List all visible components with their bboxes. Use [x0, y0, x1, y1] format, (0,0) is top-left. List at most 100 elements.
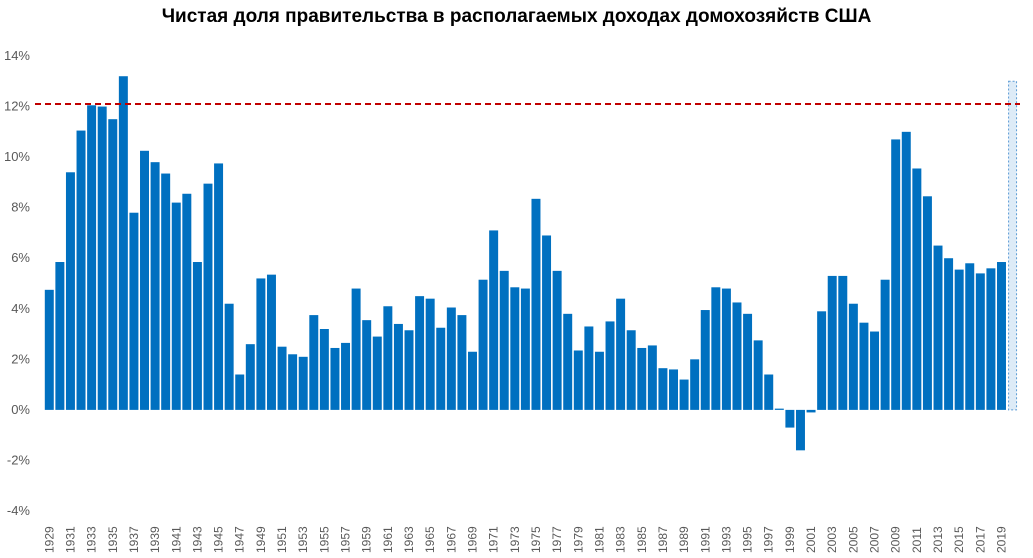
bar [637, 347, 647, 410]
x-tick-label: 1997 [762, 526, 776, 553]
x-tick-label: 2007 [868, 526, 882, 553]
x-tick-label: 1979 [571, 526, 585, 553]
y-tick-label: 12% [4, 99, 30, 114]
x-axis: 1929 1931 1933 1935 1937 1939 1941 1943 1945 1947… [42, 526, 1008, 553]
y-tick-label: 8% [11, 200, 30, 215]
bar [944, 258, 954, 410]
bar [859, 322, 869, 410]
bar [214, 163, 224, 410]
bar [309, 315, 319, 410]
x-tick-label: 1935 [106, 526, 120, 553]
bar [436, 327, 446, 410]
bar [404, 330, 414, 410]
bar [975, 273, 985, 410]
x-tick-label: 1939 [148, 526, 162, 553]
x-tick-label: 1983 [614, 526, 628, 553]
x-tick-label: 1959 [360, 526, 374, 553]
y-tick-label: -2% [7, 452, 31, 467]
bar [965, 263, 975, 410]
bar [594, 351, 604, 410]
x-tick-label: 1999 [783, 526, 797, 553]
bar [457, 315, 467, 410]
highlight-bar [1008, 80, 1018, 411]
bar [997, 262, 1006, 410]
bar [827, 275, 837, 410]
bar [732, 302, 742, 410]
x-tick-label: 1963 [402, 526, 416, 553]
x-tick-label: 1973 [508, 526, 522, 553]
x-tick-label: 1957 [339, 526, 353, 553]
x-tick-label: 1993 [719, 526, 733, 553]
y-tick-label: 0% [11, 402, 30, 417]
x-tick-label: 1945 [212, 526, 226, 553]
bar [478, 279, 488, 410]
x-tick-label: 1965 [423, 526, 437, 553]
x-tick-label: 1951 [275, 526, 289, 553]
bar [563, 313, 573, 410]
bar [383, 306, 393, 410]
bar [171, 202, 181, 410]
x-tick-label: 1975 [529, 526, 543, 553]
bar [870, 331, 880, 410]
x-tick-label: 1987 [656, 526, 670, 553]
bar [372, 336, 382, 410]
bar [140, 150, 149, 410]
x-tick-label: 1967 [444, 526, 458, 553]
bar [817, 311, 827, 410]
x-tick-label: 1991 [698, 526, 712, 553]
bar [933, 245, 943, 410]
x-tick-label: 1941 [169, 526, 183, 553]
bar [319, 329, 329, 410]
bar [647, 345, 657, 410]
x-tick-label: 2011 [910, 527, 924, 553]
y-tick-label: 6% [11, 250, 30, 265]
bar [65, 172, 75, 410]
y-axis: -4% -2% 0% 2% 4% 6% 8% 10% 12% 14% [4, 48, 30, 518]
x-tick-label: 2005 [846, 526, 860, 553]
bar [341, 342, 351, 410]
bar [986, 268, 996, 410]
bar [425, 298, 435, 410]
bar [277, 346, 287, 410]
x-tick-label: 1995 [741, 526, 755, 553]
bar [393, 323, 403, 410]
x-tick-label: 1977 [550, 526, 564, 553]
x-tick-label: 1989 [677, 526, 691, 553]
x-tick-label: 1933 [85, 526, 99, 553]
bar [330, 347, 340, 410]
bar [690, 359, 700, 410]
x-tick-label: 2019 [994, 526, 1008, 553]
bar [245, 344, 255, 410]
bar [584, 326, 594, 410]
bar [97, 106, 107, 410]
x-tick-label: 2009 [889, 526, 903, 553]
bar [489, 230, 499, 410]
bar [468, 351, 477, 410]
bar [785, 409, 795, 428]
bar [55, 262, 65, 410]
bar [901, 131, 911, 410]
x-tick-label: 1937 [127, 526, 141, 553]
x-tick-label: 1955 [317, 526, 331, 553]
y-tick-label: 4% [11, 301, 30, 316]
bar [795, 409, 805, 451]
y-tick-label: 2% [11, 351, 30, 366]
bar [256, 278, 266, 410]
bar [192, 262, 202, 410]
bar [415, 296, 425, 410]
bar [510, 287, 520, 410]
bar [774, 408, 784, 410]
bar [531, 198, 541, 410]
bar [288, 354, 298, 410]
x-tick-label: 1985 [635, 526, 649, 553]
bar [182, 193, 192, 410]
bar [806, 409, 816, 413]
x-tick-label: 2015 [952, 526, 966, 553]
bar [44, 289, 54, 410]
bar [203, 183, 213, 410]
bar [838, 275, 848, 410]
x-tick-label: 1943 [190, 526, 204, 553]
x-tick-label: 1969 [465, 526, 479, 553]
x-tick-label: 1929 [42, 526, 56, 553]
bar [351, 288, 361, 410]
